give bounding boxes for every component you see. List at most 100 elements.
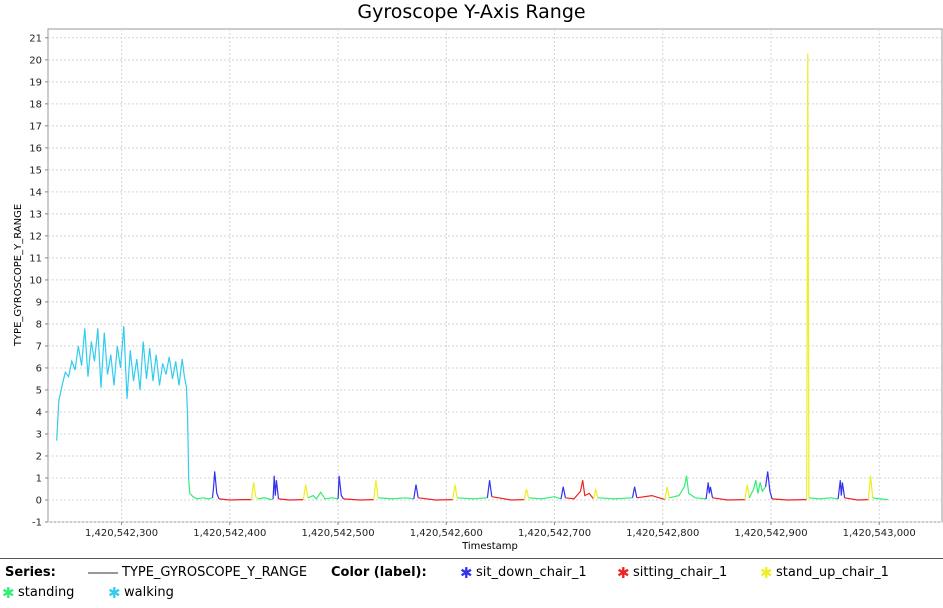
series-segment-standing: [457, 497, 488, 500]
series-segment-sitting-chair-1: [278, 498, 304, 501]
series-segment-sit-down-chair-1: [272, 475, 280, 499]
y-tick-label: 1: [36, 473, 42, 484]
series-segment-sit-down-chair-1: [560, 486, 566, 500]
series-segment-stand-up-chair-1: [452, 484, 458, 500]
y-tick-label: 17: [29, 121, 42, 132]
x-tick-label: 1,420,543,000: [843, 528, 916, 539]
y-tick-label: 9: [36, 297, 42, 308]
series-segment-sit-down-chair-1: [765, 471, 773, 500]
legend-item-standing: ✱ standing: [2, 585, 74, 600]
legend-item-sit-down-chair: ✱ sit_down_chair_1: [460, 565, 587, 580]
legend-item-sitting-chair: ✱ sitting_chair_1: [617, 565, 727, 580]
x-tick-label: 1,420,542,800: [626, 528, 699, 539]
series-segment-stand-up-chair-1: [302, 484, 309, 500]
y-tick-label: 21: [29, 33, 42, 44]
y-tick-label: 0: [36, 495, 42, 506]
series-segment-sitting-chair-1: [343, 498, 374, 501]
series-segment-stand-up-chair-1: [592, 488, 599, 500]
star-marker-icon: ✱: [2, 583, 15, 602]
y-tick-label: 6: [36, 363, 42, 374]
series-segment-stand-up-chair-1: [373, 480, 379, 500]
legend-series-heading: Series:: [5, 565, 56, 580]
legend-item-label: walking: [124, 585, 174, 600]
x-tick-label: 1,420,542,500: [301, 528, 374, 539]
series-segment-standing: [257, 497, 274, 501]
y-tick-label: -1: [32, 518, 42, 529]
series-segment-standing: [307, 491, 339, 500]
y-tick-label: 18: [29, 99, 42, 110]
series-segment-standing: [528, 496, 562, 500]
y-tick-label: 16: [29, 143, 42, 154]
x-axis-ticks: 1,420,542,300 1,420,542,400 1,420,542,500 1…: [85, 522, 916, 539]
x-tick-label: 1,420,542,900: [734, 528, 807, 539]
x-axis-label: Timestamp: [461, 541, 518, 552]
star-marker-icon: ✱: [760, 563, 773, 582]
legend-item-stand-up-chair: ✱ stand_up_chair_1: [760, 565, 889, 580]
x-tick-label: 1,420,542,400: [193, 528, 266, 539]
series-segment-stand-up-chair-1: [867, 475, 874, 500]
series-segment-sit-down-chair-1: [631, 486, 638, 498]
y-tick-label: 12: [29, 231, 42, 242]
y-tick-label: 14: [29, 187, 42, 198]
series-segment-stand-up-chair-1: [664, 486, 670, 500]
legend-item-label: stand_up_chair_1: [776, 565, 889, 580]
series-segment-sit-down-chair-1: [337, 475, 344, 500]
series-segment-standing: [597, 497, 633, 500]
plot-area: [47, 28, 943, 523]
star-marker-icon: ✱: [617, 563, 630, 582]
series-segment-sitting-chair-1: [636, 494, 666, 501]
y-tick-label: 13: [29, 209, 42, 220]
series-segment-sit-down-chair-1: [413, 484, 419, 499]
y-tick-label: 7: [36, 341, 42, 352]
series-segment-stand-up-chair-1: [744, 484, 750, 500]
series-segment-sit-down-chair-1: [837, 480, 846, 499]
series-segment-standing: [872, 497, 888, 501]
y-tick-label: 19: [29, 77, 42, 88]
series-segment-stand-up-chair-1: [806, 53, 810, 500]
series-segment-sit-down-chair-1: [705, 482, 714, 499]
legend-item-label: sit_down_chair_1: [476, 565, 587, 580]
series-segment-sitting-chair-1: [772, 498, 807, 501]
series-segment-sitting-chair-1: [418, 497, 453, 501]
series-segment-standing: [188, 480, 213, 500]
y-axis-label: TYPE_GYROSCOPE_Y_RANGE: [13, 204, 24, 347]
y-tick-label: 11: [29, 253, 42, 264]
series-segment-stand-up-chair-1: [250, 482, 259, 500]
star-marker-icon: ✱: [460, 563, 473, 582]
y-tick-label: 15: [29, 165, 42, 176]
legend-item-label: standing: [18, 585, 75, 600]
x-tick-label: 1,420,542,700: [518, 528, 591, 539]
legend-color-heading: Color (label):: [331, 565, 427, 580]
legend-series-item: TYPE_GYROSCOPE_Y_RANGE: [88, 565, 307, 580]
legend: Series: TYPE_GYROSCOPE_Y_RANGE Color (la…: [0, 558, 943, 608]
line-swatch-icon: [88, 571, 118, 574]
series-segment-sitting-chair-1: [712, 497, 746, 501]
series-segment-standing: [669, 475, 707, 500]
chart-title: Gyroscope Y-Axis Range: [357, 1, 586, 23]
y-tick-label: 20: [29, 55, 42, 66]
x-tick-label: 1,420,542,300: [85, 528, 158, 539]
series-segment-stand-up-chair-1: [523, 488, 530, 500]
series-segment-sit-down-chair-1: [486, 480, 493, 498]
series-segment-sitting-chair-1: [491, 496, 525, 501]
legend-series-label: TYPE_GYROSCOPE_Y_RANGE: [122, 565, 308, 580]
series-segment-sitting-chair-1: [218, 498, 252, 501]
y-tick-label: 3: [36, 429, 42, 440]
series-segment-standing: [808, 497, 839, 500]
series-lines: [56, 53, 888, 501]
grid: [48, 29, 942, 523]
y-tick-label: 2: [36, 451, 42, 462]
y-tick-label: 4: [36, 407, 42, 418]
star-marker-icon: ✱: [108, 583, 121, 602]
legend-item-walking: ✱ walking: [108, 585, 174, 600]
series-segment-sitting-chair-1: [565, 480, 594, 500]
series-segment-standing: [378, 497, 414, 500]
y-tick-label: 8: [36, 319, 42, 330]
x-tick-label: 1,420,542,600: [410, 528, 483, 539]
y-tick-label: 5: [36, 385, 42, 396]
legend-item-label: sitting_chair_1: [633, 565, 728, 580]
series-segment-sit-down-chair-1: [211, 471, 220, 500]
series-segment-sitting-chair-1: [844, 497, 869, 501]
